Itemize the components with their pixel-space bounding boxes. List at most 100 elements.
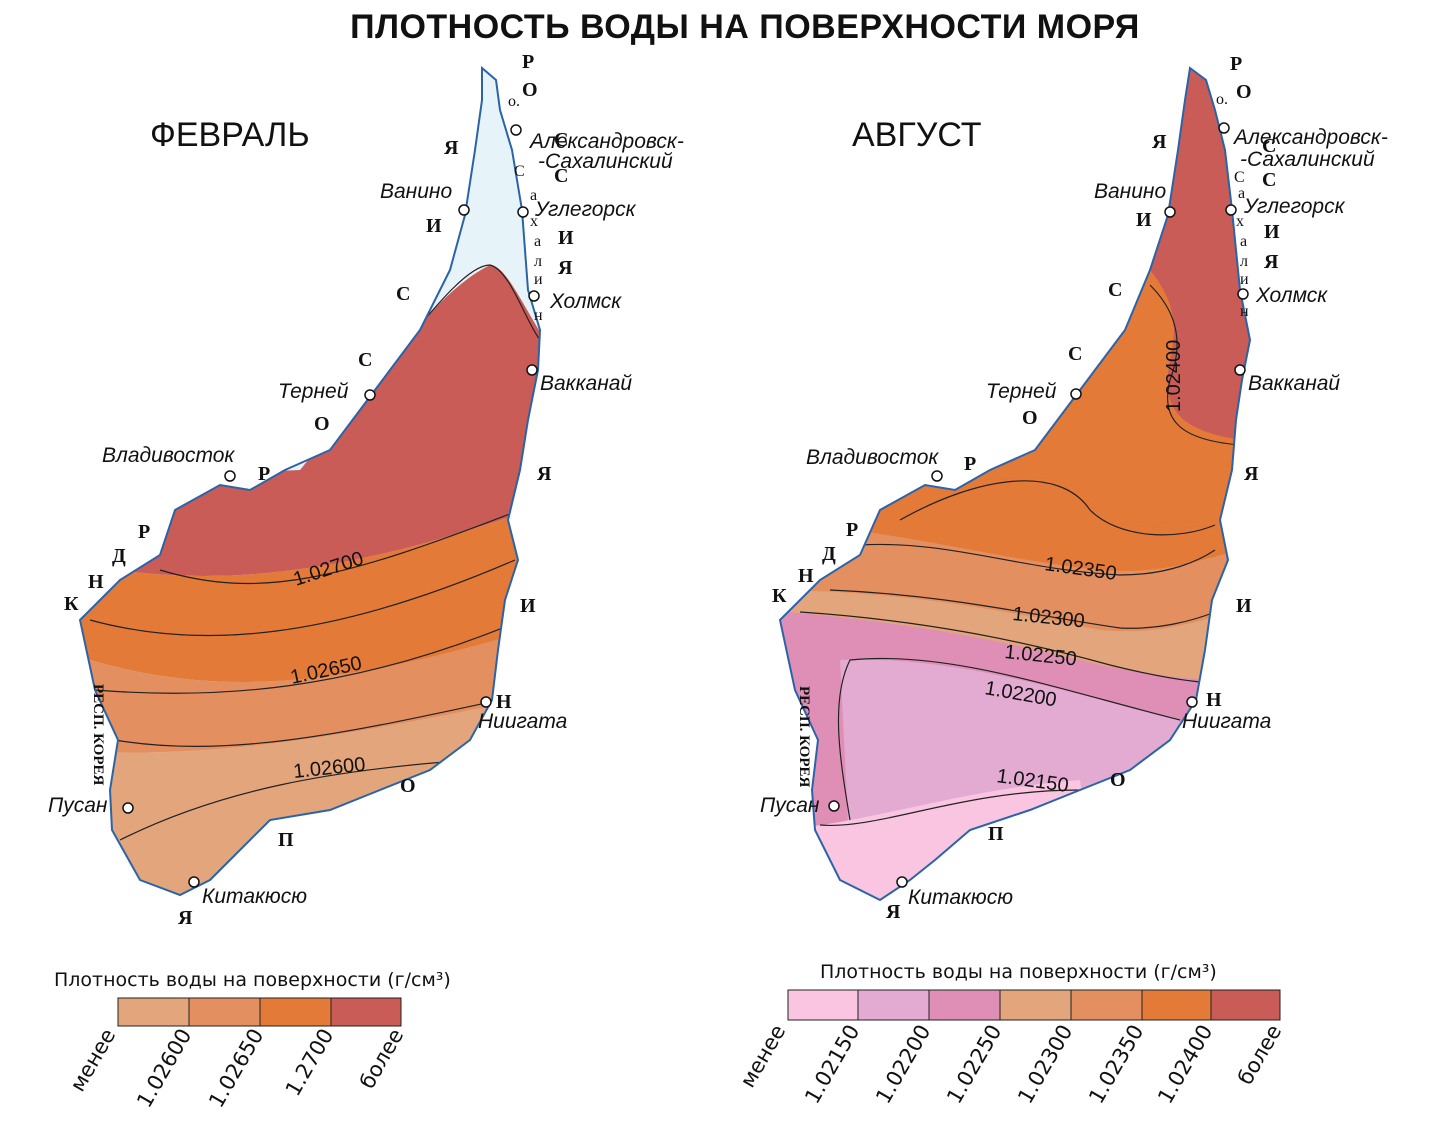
city-marker — [1225, 204, 1237, 216]
sakhalin-russia-letter: С — [1262, 169, 1276, 191]
aug-legend-swatch-2 — [857, 989, 930, 1021]
sakhalin-russia-letter: С — [554, 165, 568, 187]
sakhalin-russia-letter: О — [522, 79, 538, 101]
city-marker — [1070, 388, 1082, 400]
feb-band-1.02600-1.02650 — [80, 630, 520, 753]
city-marker — [931, 470, 943, 482]
city-kholmsk: Холмск — [549, 290, 622, 313]
city-marker — [1234, 364, 1246, 376]
japan-letter: Н — [496, 691, 512, 713]
city-marker — [458, 204, 470, 216]
sakhalin-russia-letter: И — [1264, 221, 1280, 243]
city-sakhalinsky: -Сахалинский — [538, 150, 673, 173]
feb-legend-swatch-1 — [117, 997, 190, 1027]
russia-letter: С — [358, 349, 372, 371]
kndr-letter: К — [772, 585, 787, 607]
russia-letter: Я — [1152, 131, 1167, 153]
city-marker — [510, 124, 522, 136]
aug-legend-swatch-1 — [787, 989, 859, 1021]
city-niigata: Ниигата — [1182, 710, 1271, 733]
city-vladivostok: Владивосток — [102, 444, 235, 467]
aug-legend-tick: более — [1233, 1021, 1286, 1089]
february-legend: Плотность воды на поверхности (г/см³) ме… — [54, 969, 451, 1112]
island-letter: х — [530, 213, 538, 230]
city-marker — [364, 389, 376, 401]
sakhalin-russia-letter: О — [1236, 81, 1252, 103]
aug-legend-tick: 1.02200 — [871, 1021, 935, 1108]
japan-letter: И — [520, 595, 536, 617]
island-letter: о. — [508, 93, 520, 110]
sakhalin-russia-letter: С — [1262, 135, 1276, 157]
aug-legend-swatch-3 — [928, 989, 1001, 1021]
city-marker — [480, 696, 492, 708]
island-letter: л — [534, 253, 542, 270]
city-marker — [1186, 696, 1198, 708]
sakhalin-russia-letter: Я — [1264, 251, 1279, 273]
russia-letter: С — [396, 283, 410, 305]
city-marker — [517, 206, 529, 218]
feb-cities: Александровск- -Сахалинский Ванино Углег… — [48, 124, 684, 908]
feb-legend-tick: более — [355, 1025, 408, 1093]
russia-letter: О — [1022, 407, 1038, 429]
city-marker — [528, 290, 540, 302]
kndr-letter: Д — [822, 543, 836, 565]
city-terney: Терней — [278, 380, 349, 403]
russia-letter: Р — [258, 463, 270, 485]
feb-legend-tick: 1.02600 — [132, 1025, 196, 1112]
feb-country-labels: Р О С С И Я Р О С С И Я о. С а х а л и н… — [64, 51, 574, 929]
sakhalin-russia-letter: Р — [1230, 53, 1242, 75]
island-letter: а — [1238, 185, 1245, 202]
aug-legend-tick: 1.02350 — [1084, 1021, 1148, 1108]
city-vanino: Ванино — [380, 180, 452, 203]
island-letter: С — [514, 163, 525, 180]
korea-label: РЕСП. КОРЕЯ — [796, 686, 812, 788]
island-letter: и — [534, 271, 543, 288]
aug-legend-tick: 1.02150 — [800, 1021, 864, 1108]
island-letter: С — [1234, 169, 1245, 186]
kndr-letter: Р — [138, 521, 150, 543]
japan-letter: П — [278, 829, 294, 851]
russia-letter: Р — [964, 453, 976, 475]
island-letter: н — [534, 307, 543, 324]
city-pusan: Пусан — [48, 794, 108, 817]
aug-iso-label-1.02400: 1.02400 — [1163, 340, 1185, 412]
japan-letter: Н — [1206, 689, 1222, 711]
japan-letter: Я — [1244, 463, 1259, 485]
island-letter: х — [1236, 213, 1244, 230]
feb-legend-tick: 1.02650 — [204, 1025, 268, 1112]
aug-cities: Александровск- -Сахалинский Ванино Углег… — [760, 122, 1388, 909]
city-kholmsk: Холмск — [1255, 284, 1328, 307]
city-aleksandrovsk: Александровск- — [528, 130, 684, 153]
aug-legend-title: Плотность воды на поверхности (г/см³) — [820, 961, 1217, 983]
city-marker — [526, 364, 538, 376]
kndr-letter: Д — [112, 545, 126, 567]
korea-label: РЕСП. КОРЕЯ — [90, 684, 106, 786]
aug-legend-tick: 1.02400 — [1153, 1021, 1217, 1108]
sakhalin-russia-letter: Р — [522, 51, 534, 73]
feb-legend-tick: менее — [65, 1025, 120, 1096]
japan-letter: Я — [886, 901, 901, 923]
sakhalin-russia-letter: Я — [558, 257, 573, 279]
kndr-letter: Р — [846, 519, 858, 541]
city-vladivostok: Владивосток — [806, 446, 939, 469]
city-aleksandrovsk: Александровск- — [1232, 126, 1388, 149]
city-marker — [1237, 288, 1249, 300]
aug-legend-swatch-6 — [1141, 989, 1212, 1021]
kndr-letter: К — [64, 593, 79, 615]
feb-legend-swatch-3 — [259, 997, 332, 1027]
city-marker — [896, 876, 908, 888]
city-kitakyushu: Китакюсю — [202, 885, 307, 908]
island-letter: о. — [1216, 91, 1228, 108]
city-marker — [828, 800, 840, 812]
aug-legend-swatch-4 — [999, 989, 1072, 1021]
japan-letter: П — [988, 823, 1004, 845]
aug-legend-tick: 1.02300 — [1013, 1021, 1077, 1108]
russia-letter: Я — [444, 137, 459, 159]
city-niigata: Ниигата — [478, 710, 567, 733]
kndr-letter: Н — [798, 565, 814, 587]
city-terney: Терней — [986, 380, 1057, 403]
russia-letter: С — [1068, 343, 1082, 365]
feb-band-1.02650-1.02700 — [80, 510, 530, 683]
japan-letter: О — [1110, 769, 1126, 791]
